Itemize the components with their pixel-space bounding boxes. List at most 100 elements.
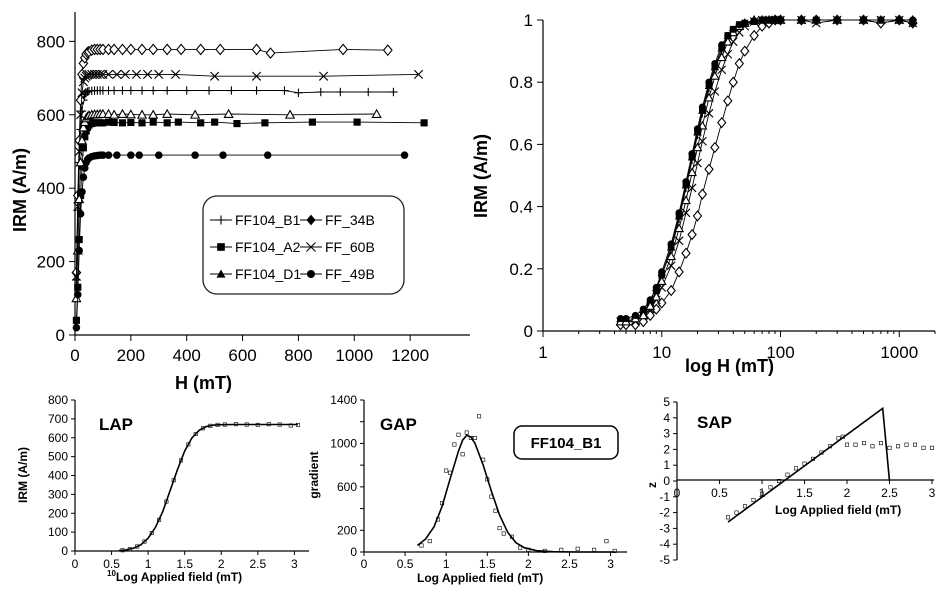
data-point-21: [296, 422, 301, 427]
panel-label-lap: LAP: [99, 415, 133, 434]
data-point-FF_49B-15-shape: [104, 151, 113, 159]
data-point-FF_60B-24: [318, 71, 329, 81]
data-point-FF_34B-7-shape: [666, 284, 676, 297]
data-point-17: [497, 526, 502, 531]
data-point-FF104_B1-16: [109, 86, 119, 95]
data-point-FF_34B-2: [630, 319, 641, 331]
data-point-FF104_A2-20-shape: [149, 118, 157, 126]
data-point-9: [186, 442, 191, 447]
data-point-FF104_A2-14: [99, 119, 107, 127]
data-point-13: [481, 457, 486, 462]
data-point-24: [921, 445, 926, 450]
data-point-FF_60B-22-b: [210, 71, 220, 81]
data-point-FF_34B-17: [728, 76, 738, 88]
data-point-FF104_D1-14-shape: [709, 70, 720, 80]
data-point-FF_49B-4: [646, 296, 654, 304]
data-point-FF104_B1-27: [294, 88, 303, 97]
data-point-0-shape: [120, 548, 125, 553]
data-point-FF_49B-27: [833, 16, 841, 24]
data-point-11-shape: [200, 426, 205, 431]
data-point-FF104_A2-24: [211, 118, 219, 126]
y-tick-label-0: 0: [350, 545, 357, 559]
data-point-4-shape: [149, 531, 154, 536]
data-point-4: [444, 468, 449, 473]
x-tick-label-2: 1: [443, 557, 450, 571]
data-point-FF_34B-19: [740, 45, 750, 57]
data-point-16-shape: [244, 422, 249, 427]
data-point-FF_60B-18: [131, 69, 142, 79]
data-point-14-shape: [222, 422, 227, 427]
data-point-FF_49B-8-shape: [675, 209, 683, 217]
data-point-18: [501, 531, 506, 536]
data-point-FF_60B-17: [120, 69, 130, 79]
data-point-FF104_D1-24-shape: [284, 109, 296, 119]
data-point-25-shape: [592, 547, 597, 552]
data-point-FF104_A2-17: [118, 119, 127, 127]
y-tick-label-3: 0.6: [509, 135, 533, 154]
x-tick-label-1: 0.5: [103, 557, 120, 571]
data-point-FF104_B1-30: [364, 87, 373, 97]
data-point-FF_49B-18: [735, 21, 743, 29]
data-point-FF104_A2-6-shape: [81, 133, 89, 141]
data-point-FF_60B-15-b: [103, 69, 114, 79]
data-point-FF_49B-24: [776, 16, 785, 24]
data-point-4: [759, 491, 764, 496]
data-point-25: [929, 445, 934, 450]
data-point-24: [575, 546, 580, 551]
data-point-FF_34B-6: [657, 297, 667, 309]
data-point-FF_49B-14-shape: [99, 151, 107, 159]
data-point-1: [127, 547, 132, 552]
data-point-FF104_D1-15: [716, 52, 727, 62]
data-point-FF104_D1-9-shape: [681, 195, 691, 205]
y-tick-label-2: -3: [659, 521, 670, 535]
data-point-FF104_A2-28-shape: [353, 118, 361, 126]
x-tick-label-1: 0.5: [711, 486, 728, 500]
data-point-FF_49B-21-shape: [758, 16, 766, 24]
data-point-20: [887, 445, 892, 450]
data-point-1-shape: [127, 547, 132, 552]
data-point-FF104_A2-19-shape: [138, 119, 146, 127]
data-point-FF104_D1-24: [284, 109, 296, 119]
data-point-FF_34B-14: [710, 141, 720, 154]
data-point-25: [592, 547, 597, 552]
data-point-19-shape: [878, 441, 883, 446]
data-point-10: [810, 456, 815, 461]
data-point-FF104_B1-23: [204, 86, 214, 95]
data-point-FF104_B1-24: [227, 86, 236, 95]
x-tick-label-4: 2: [525, 557, 532, 571]
x-tick-label-2: 100: [766, 343, 794, 362]
data-point-FF_60B-12-b: [698, 136, 707, 146]
data-point-FF_60B-0: [71, 271, 81, 281]
series-FF_34B: [71, 43, 393, 279]
y-tick-label-7: 1400: [330, 393, 357, 407]
data-point-FF_60B-23: [251, 71, 262, 81]
data-point-FF104_A2-26-shape: [261, 119, 269, 127]
y-tick-label-0: 0: [61, 544, 68, 558]
data-point-FF104_D1-3: [638, 310, 649, 320]
data-point-FF_49B-13: [705, 78, 713, 86]
sample-annotation: FF104_B1: [531, 435, 602, 452]
data-point-FF_34B-16-shape: [723, 95, 733, 107]
data-point-FF_49B-16-shape: [724, 31, 732, 40]
data-point-FF_60B-19: [143, 69, 153, 79]
x-tick-label-3: 1000: [880, 343, 918, 362]
data-point-FF_60B-4-b: [77, 88, 87, 98]
data-point-16-shape: [853, 442, 858, 447]
data-point-21-shape: [296, 422, 301, 427]
data-point-FF_49B-20: [750, 17, 758, 25]
x-tick-label-3: 1.5: [176, 557, 193, 571]
y-tick-label-3: 300: [48, 487, 68, 501]
data-point-FF_49B-17-shape: [127, 151, 135, 159]
data-point-FF104_D1-6-shape: [656, 276, 667, 285]
data-point-20-shape: [887, 445, 892, 450]
data-point-FF_49B-19: [155, 151, 163, 159]
data-point-6-shape: [452, 442, 457, 447]
data-point-2: [135, 544, 140, 549]
data-point-FF_49B-6-shape: [658, 268, 666, 276]
data-point-FF104_A2-15: [104, 118, 113, 126]
data-point-FF104_A2-22-shape: [174, 118, 182, 126]
data-point-FF_49B-15: [718, 41, 726, 49]
data-point-5-shape: [448, 470, 453, 475]
data-point-14: [222, 422, 227, 427]
data-point-9-shape: [186, 442, 191, 447]
